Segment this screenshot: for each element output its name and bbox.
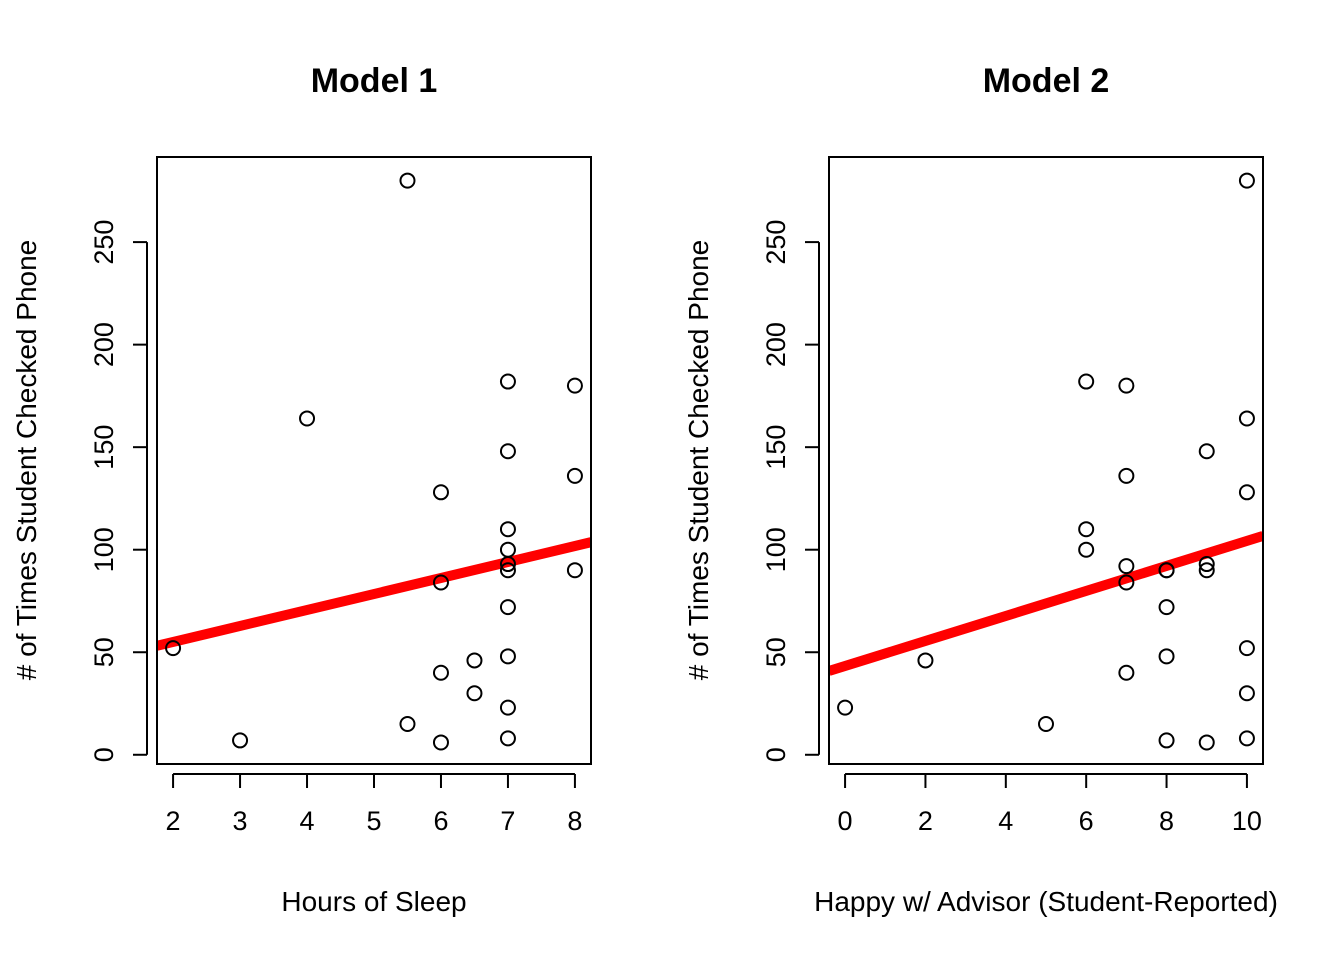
x-tick-label: 2 (918, 806, 933, 836)
y-tick-label: 50 (89, 637, 119, 667)
plot-frame (156, 156, 592, 765)
y-axis: 0 50 100 150 200 250 (89, 220, 148, 762)
data-point (432, 734, 449, 751)
y-axis: 0 50 100 150 200 250 (761, 220, 820, 762)
x-tick-label: 4 (998, 806, 1013, 836)
data-point (499, 730, 516, 747)
x-tick-label: 5 (366, 806, 381, 836)
regression-line (157, 537, 591, 651)
data-point (499, 373, 516, 390)
data-point (566, 377, 583, 394)
x-tick-label: 0 (838, 806, 853, 836)
x-tick-label: 7 (500, 806, 515, 836)
y-tick-label: 0 (89, 747, 119, 762)
data-point (566, 467, 583, 484)
data-point (1158, 732, 1175, 749)
chart-title: Model 2 (983, 62, 1110, 100)
data-point (1078, 521, 1095, 538)
y-tick-label: 200 (89, 322, 119, 367)
x-axis-label: Happy w/ Advisor (Student-Reported) (814, 886, 1278, 917)
data-point (499, 556, 516, 573)
data-point (1198, 734, 1215, 751)
x-tick-label: 3 (233, 806, 248, 836)
x-tick-label: 8 (567, 806, 582, 836)
data-point (432, 484, 449, 501)
plot-frame (828, 156, 1264, 765)
y-tick-label: 150 (761, 425, 791, 470)
points-layer (165, 172, 583, 751)
y-tick-label: 100 (89, 527, 119, 572)
y-axis-label: # of Times Student Checked Phone (11, 240, 42, 681)
data-point (466, 652, 483, 669)
data-point (1238, 685, 1255, 702)
data-point (1238, 484, 1255, 501)
fit-line-layer (157, 537, 591, 651)
data-point (232, 732, 249, 749)
data-point (165, 640, 182, 657)
data-point (432, 664, 449, 681)
x-tick-label: 2 (166, 806, 181, 836)
y-tick-label: 250 (89, 220, 119, 265)
data-point (1238, 730, 1255, 747)
panel-model-2: Model 2 0 2 4 6 8 10 0 50 100 150 200 250 Happy w/… (683, 62, 1278, 917)
data-point (1238, 410, 1255, 427)
data-point (1118, 377, 1135, 394)
data-point (1158, 562, 1175, 579)
data-point (1238, 640, 1255, 657)
y-axis-label: # of Times Student Checked Phone (683, 240, 714, 681)
data-point (1158, 599, 1175, 616)
x-tick-label: 4 (300, 806, 315, 836)
data-point (499, 541, 516, 558)
data-point (1118, 664, 1135, 681)
data-point (499, 599, 516, 616)
x-axis-label: Hours of Sleep (281, 886, 466, 917)
data-point (1118, 574, 1135, 591)
data-point (837, 699, 854, 716)
chart-title: Model 1 (311, 62, 438, 100)
data-point (1078, 541, 1095, 558)
data-point (499, 648, 516, 665)
data-point (1238, 172, 1255, 189)
y-tick-label: 250 (761, 220, 791, 265)
y-tick-label: 100 (761, 527, 791, 572)
data-point (917, 652, 934, 669)
y-tick-label: 0 (761, 747, 791, 762)
data-point (499, 443, 516, 460)
data-point (1198, 562, 1215, 579)
y-tick-label: 50 (761, 637, 791, 667)
data-point (499, 562, 516, 579)
data-point (1198, 556, 1215, 573)
x-axis: 0 2 4 6 8 10 (838, 773, 1262, 836)
y-tick-label: 150 (89, 425, 119, 470)
data-point (499, 699, 516, 716)
x-tick-label: 10 (1232, 806, 1262, 836)
data-point (1158, 648, 1175, 665)
points-layer (837, 172, 1255, 751)
data-point (432, 574, 449, 591)
data-point (399, 172, 416, 189)
data-point (1078, 373, 1095, 390)
y-tick-label: 200 (761, 322, 791, 367)
x-axis: 2 3 4 5 6 7 8 (166, 773, 582, 836)
data-point (399, 716, 416, 733)
x-tick-label: 6 (1079, 806, 1094, 836)
data-point (499, 521, 516, 538)
data-point (1118, 467, 1135, 484)
fit-line-layer (829, 531, 1263, 676)
data-point (1118, 558, 1135, 575)
data-point (1198, 443, 1215, 460)
data-point (566, 562, 583, 579)
data-point (1038, 716, 1054, 733)
x-tick-label: 6 (433, 806, 448, 836)
x-tick-label: 8 (1159, 806, 1174, 836)
data-point (299, 410, 316, 427)
data-point (466, 685, 483, 702)
panel-model-1: Model 1 2 3 4 5 6 7 8 0 50 100 150 200 250 Hours of… (11, 62, 592, 917)
regression-line (829, 531, 1263, 676)
